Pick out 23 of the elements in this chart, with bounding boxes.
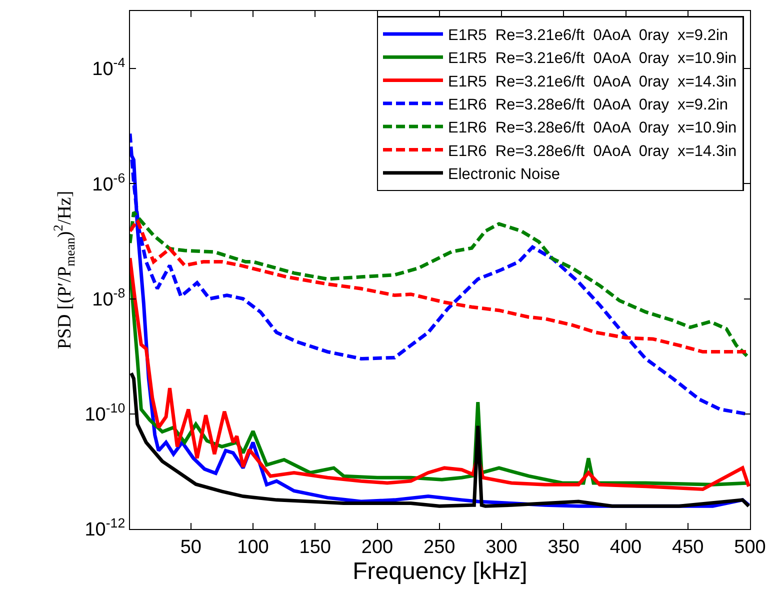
x-tick-label: 150: [299, 536, 331, 558]
x-tick-label: 300: [486, 536, 518, 558]
y-tick-label: 10$^{-12}$: [84, 516, 126, 541]
x-tick-label: 250: [424, 536, 456, 558]
legend-label: Electronic Noise: [448, 166, 560, 183]
legend-label: E1R5 Re=3.21e6/ft 0AoA 0ray x=14.3in: [448, 73, 737, 90]
y-tick-label: 10$^{-4}$: [92, 55, 126, 80]
x-tick-label: 400: [610, 536, 642, 558]
x-tick-label: 450: [672, 536, 704, 558]
y-tick-label: 10$^{-10}$: [84, 400, 126, 426]
legend-label: E1R6 Re=3.28e6/ft 0AoA 0ray x=9.2in: [448, 96, 728, 114]
legend-label: E1R6 Re=3.28e6/ft 0AoA 0ray x=14.3in: [448, 142, 737, 160]
x-tick-label: 50: [180, 536, 202, 558]
x-tick-label: 200: [361, 536, 394, 558]
y-tick-label: 10$^{-8}$: [92, 285, 126, 310]
legend-label: E1R5 Re=3.21e6/ft 0AoA 0ray x=9.2in: [448, 27, 728, 44]
y-tick-label: 10$^{-6}$: [92, 170, 126, 196]
x-axis-title: Frequency [kHz]: [352, 558, 528, 585]
x-tick-label: 500: [734, 536, 766, 558]
legend-label: E1R5 Re=3.21e6/ft 0AoA 0ray x=10.9in: [448, 50, 737, 68]
legend-label: E1R6 Re=3.28e6/ft 0AoA 0ray x=10.9in: [448, 120, 737, 137]
x-tick-label: 100: [237, 536, 269, 558]
x-tick-label: 350: [548, 536, 580, 558]
